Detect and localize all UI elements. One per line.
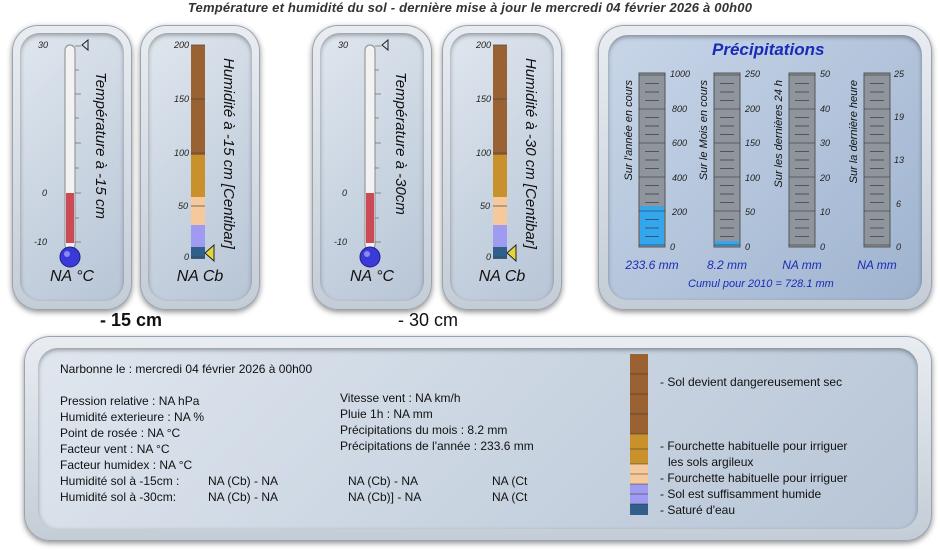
page-title: Température et humidité du sol - dernièr…: [187, 0, 753, 15]
humidity-30-scale-icon: [493, 44, 517, 263]
tick-label: 19: [894, 112, 905, 122]
tick-label: -10: [34, 237, 48, 247]
legend-irriguer: - Fourchette habituelle pour irriguer: [660, 471, 848, 485]
soil-row-15-c1: NA (Cb) - NA: [208, 474, 279, 488]
tick-label: 100: [476, 148, 492, 158]
gauge-label: Humidité à -30 cm [Centibar]: [522, 58, 539, 249]
precip-gauge-label: Sur l'année en cours: [623, 80, 635, 181]
depth-label-30: - 30 cm: [398, 310, 459, 330]
info-precip-mois: Précipitations du mois : 8.2 mm: [340, 423, 508, 437]
tick-label: 50: [178, 201, 189, 211]
gauge-value: NA Cb: [176, 268, 224, 285]
precipitations-title: Précipitations: [712, 40, 825, 59]
legend-irriguer-argileux-2: les sols argileux: [668, 455, 754, 469]
tick-label: 10: [820, 207, 831, 217]
humidity-legend-bar: [630, 354, 648, 515]
tick-label: 50: [820, 69, 831, 79]
info-humidex: Facteur humidex : NA °C: [60, 458, 193, 472]
precipitation-gauges: [638, 72, 891, 248]
tick-label: 0: [184, 252, 190, 262]
tick-label: 250: [745, 69, 761, 79]
tick-label: 400: [672, 173, 688, 183]
location-line: Narbonne le : mercredi 04 février 2026 à…: [60, 362, 313, 376]
info-vitesse-vent: Vitesse vent : NA km/h: [340, 391, 461, 405]
tick-label: 600: [672, 138, 688, 148]
thermometer-30-icon: [359, 38, 389, 268]
tick-label: 6: [896, 199, 902, 209]
thermometer-15-icon: [59, 38, 89, 268]
gauge-label: Température à -15 cm: [92, 72, 109, 220]
tick-label: 200: [745, 104, 761, 114]
tick-label: 200: [672, 207, 688, 217]
tick-label: 0: [896, 242, 902, 252]
soil-row-30-label: Humidité sol à -30cm:: [60, 490, 177, 504]
rain-gauge-year: [638, 72, 666, 248]
soil-row-30-c3: NA (Ct: [492, 490, 528, 504]
tick-label: 100: [174, 148, 190, 158]
soil-row-30-c1: NA (Cb) - NA: [208, 490, 279, 504]
soil-row-30-c2: NA (Cb)] - NA: [348, 490, 422, 504]
gauge-label: Température à -30cm: [392, 72, 409, 215]
gauge-label: Humidité à -15 cm [Centibar]: [220, 58, 237, 249]
tick-label: 0: [745, 242, 751, 252]
precip-value-year: 233.6 mm: [625, 258, 679, 272]
legend-sature: - Saturé d'eau: [660, 503, 736, 517]
tick-label: 150: [174, 94, 190, 104]
tick-label: 0: [486, 252, 492, 262]
info-point-rosee: Point de rosée : NA °C: [60, 426, 181, 440]
tick-label: 40: [820, 104, 831, 114]
tick-label: 200: [476, 40, 492, 50]
soil-row-15-c3: NA (Ct: [492, 474, 528, 488]
tick-label: 20: [820, 173, 831, 183]
tick-label: 30: [820, 138, 831, 148]
tick-label: 800: [672, 104, 688, 114]
precip-value-month: 8.2 mm: [706, 258, 747, 272]
precip-cumul: Cumul pour 2010 = 728.1 mm: [688, 278, 834, 290]
humidity-15-scale-icon: [191, 44, 215, 263]
legend-irriguer-argileux: - Fourchette habituelle pour irriguer: [660, 439, 848, 453]
tick-label: 0: [42, 188, 48, 198]
soil-row-15-c2: NA (Cb) - NA: [348, 474, 419, 488]
gauge-value: NA Cb: [478, 268, 526, 285]
tick-label: 150: [476, 94, 492, 104]
info-pression: Pression relative : NA hPa: [60, 394, 200, 408]
precip-gauge-label: Sur les dernières 24 h: [773, 80, 785, 188]
precip-gauge-label: Sur la dernière heure: [848, 80, 860, 184]
info-panel: [24, 336, 932, 541]
tick-label: 0: [670, 242, 676, 252]
gauge-value: NA °C: [349, 268, 395, 285]
tick-label: -10: [334, 237, 348, 247]
legend-suffisamment-humide: - Sol est suffisamment humide: [660, 487, 822, 501]
tick-label: 0: [820, 242, 826, 252]
info-precip-annee: Précipitations de l'année : 233.6 mm: [340, 439, 534, 453]
gauge-value: NA °C: [49, 268, 95, 285]
precip-value-hour: NA mm: [857, 258, 897, 272]
tick-label: 30: [38, 40, 49, 50]
tick-label: 100: [745, 173, 761, 183]
soil-row-15-label: Humidité sol à -15cm :: [60, 474, 180, 488]
depth-label-15: - 15 cm: [100, 310, 163, 330]
info-pluie-1h: Pluie 1h : NA mm: [340, 407, 433, 421]
precip-gauge-label: Sur le Mois en cours: [698, 80, 710, 181]
tick-label: 25: [894, 69, 905, 79]
precip-value-24h: NA mm: [782, 258, 822, 272]
tick-label: 13: [894, 155, 905, 165]
info-facteur-vent: Facteur vent : NA °C: [60, 442, 170, 456]
tick-label: 50: [480, 201, 491, 211]
tick-label: 200: [174, 40, 190, 50]
info-humidite-ext: Humidité exterieure : NA %: [60, 410, 205, 424]
tick-label: 30: [338, 40, 349, 50]
legend-dangereusement-sec: - Sol devient dangereusement sec: [660, 375, 843, 389]
tick-label: 0: [342, 188, 348, 198]
tick-label: 1000: [670, 69, 691, 79]
tick-label: 150: [745, 138, 761, 148]
tick-label: 50: [745, 207, 756, 217]
